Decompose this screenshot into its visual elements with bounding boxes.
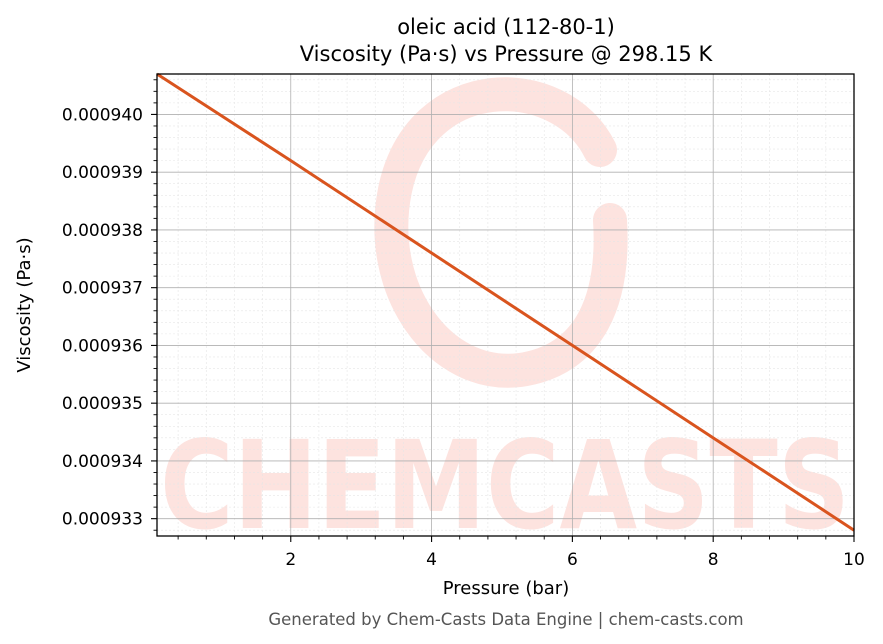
y-axis-ticks: 0.000933 0.000934 0.000935 0.000936 0.000937…: [62, 79, 157, 531]
footer-credit: Generated by Chem-Casts Data Engine | ch…: [268, 610, 743, 629]
chart-subtitle: Viscosity (Pa·s) vs Pressure @ 298.15 K: [300, 42, 714, 66]
chart-title: oleic acid (112-80-1): [397, 15, 615, 39]
y-tick-label: 0.000934: [62, 452, 143, 472]
x-tick-label: 2: [285, 550, 296, 570]
y-tick-label: 0.000938: [62, 221, 143, 241]
plot-frame: [156, 73, 855, 537]
grid: [157, 74, 855, 536]
y-axis-label: Viscosity (Pa·s): [14, 237, 35, 372]
series-line: [156, 72, 855, 532]
watermark-swirl: [374, 77, 628, 388]
y-tick-label: 0.000937: [62, 279, 143, 299]
y-tick-label: 0.000939: [62, 163, 143, 183]
x-tick-label: 4: [426, 550, 437, 570]
x-tick-label: 6: [567, 550, 578, 570]
y-tick-label: 0.000936: [62, 336, 143, 356]
x-tick-label: 10: [843, 550, 865, 570]
watermark-text: CHEMCASTS: [160, 415, 850, 557]
y-tick-label: 0.000933: [62, 510, 143, 530]
y-tick-label: 0.000940: [62, 105, 143, 125]
x-axis-label: Pressure (bar): [443, 578, 569, 599]
data-series: [156, 72, 855, 532]
x-tick-label: 8: [708, 550, 719, 570]
y-tick-label: 0.000935: [62, 394, 143, 414]
watermark: CHEMCASTS: [160, 77, 850, 557]
